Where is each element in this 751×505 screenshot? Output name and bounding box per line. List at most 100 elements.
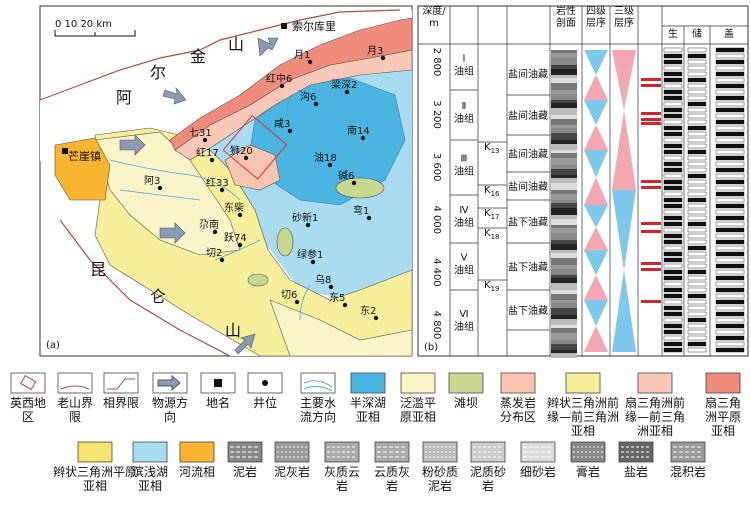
well-label: 乌8 [315,273,331,286]
source-rock [663,299,683,305]
well-label: 梁深2 [331,78,357,91]
legend-swatch [400,372,436,394]
seal [715,179,745,185]
legend-label: 老山界限 [56,396,93,424]
seq4 [584,250,608,275]
seq4 [584,50,608,75]
reservoir [687,65,707,71]
seq4 [584,150,608,178]
oil-layer [641,112,661,115]
seal [715,149,745,155]
scale-label: 0 10 20 km [55,19,112,30]
lithology [551,303,577,308]
legend-swatch [705,372,741,394]
reservoir [687,347,707,353]
source-rock [663,269,683,275]
lithology [551,290,577,294]
lithology [551,328,577,333]
well [219,257,225,263]
reservoir [687,167,707,173]
well [157,185,163,191]
reservoir [687,161,707,167]
well [294,299,300,305]
lithology [551,333,577,340]
well [380,55,386,61]
well [313,101,319,107]
lithology [551,83,577,90]
reservoir [687,131,707,137]
seq3 [612,50,636,190]
source-rock [663,305,683,311]
seal [715,131,745,137]
seal [715,263,745,269]
oil-layer [641,84,661,87]
source-rock [663,167,683,173]
marker-sub: 19 [491,285,500,293]
reservoir [687,173,707,179]
source-rock [663,185,683,191]
seal [715,227,745,233]
seal [715,83,745,89]
legend-label: 泥岩 [232,465,257,479]
fan-plain [169,17,413,151]
well [327,162,333,168]
lithology [551,75,577,78]
legend-swatch [350,372,386,394]
place-name: 山 [225,321,241,340]
seal [715,113,745,119]
source-rock [663,191,683,197]
depth-label: 2 800 [431,48,442,77]
seq4 [584,75,608,100]
seq4 [584,326,608,352]
evaporite [224,144,281,191]
seal [715,251,745,257]
well [279,83,285,89]
seal [715,299,745,305]
source-rock [663,95,683,101]
lithology [551,119,577,125]
reservoir [687,299,707,305]
place-name: 昆 [90,260,106,279]
legend-glyph [20,374,37,391]
lithology [551,194,577,200]
lithology [551,140,577,144]
oil-combo: 盐间油藏 [508,68,548,81]
oil-layer [641,230,661,233]
oil-combo: 盐下油藏 [508,216,548,229]
well-label: 尕南 [199,218,219,231]
place-name: 索尔库里 [292,19,336,33]
reservoir [687,311,707,317]
oil-layer [641,118,661,121]
place-marker [281,23,287,29]
source-rock [663,125,683,131]
well-label: 东2 [360,304,376,317]
legend-glyph [60,385,90,390]
lithology [551,250,577,253]
reservoir [687,191,707,197]
source-rock [663,257,683,263]
well-label: 跃74 [224,232,247,244]
well [373,315,379,321]
place-marker [62,148,68,154]
legend-label: 主要水流方向 [299,396,336,424]
source-rock [663,233,683,239]
seal [715,47,745,53]
lithology [551,258,577,265]
marker-label: K19 [484,280,499,293]
marker-letter: K [484,142,491,153]
legend-label: 英西地区 [9,396,46,424]
lithology [551,265,577,269]
column-header: 深度/m [422,4,446,29]
seal [715,59,745,65]
oil-layer [641,300,661,303]
seq4 [584,227,608,250]
oil-layer [641,122,661,125]
source-rock [663,59,683,65]
source-rock [663,317,683,323]
reservoir [687,59,707,65]
reservoir [687,281,707,287]
legend-label: 细砂岩 [519,465,556,479]
seal [715,257,745,263]
boundary [59,219,231,357]
source-rock [663,53,683,59]
